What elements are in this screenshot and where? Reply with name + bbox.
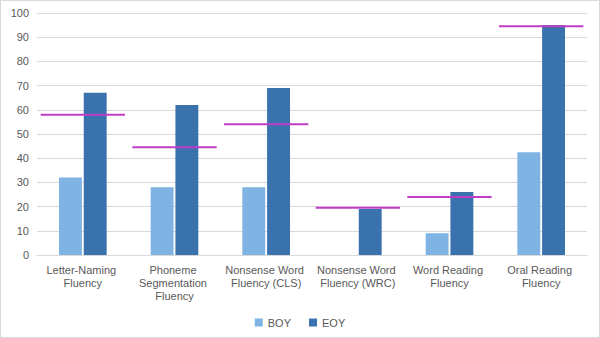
- svg-text:Nonsense Word: Nonsense Word: [225, 264, 307, 276]
- svg-text:100: 100: [11, 7, 29, 19]
- svg-text:Fluency (WRC): Fluency (WRC): [320, 277, 395, 289]
- svg-text:Fluency: Fluency: [522, 277, 561, 289]
- svg-text:20: 20: [17, 201, 29, 213]
- svg-text:30: 30: [17, 176, 29, 188]
- svg-text:40: 40: [17, 152, 29, 164]
- svg-text:Phoneme: Phoneme: [149, 264, 199, 276]
- svg-text:10: 10: [17, 225, 29, 237]
- svg-text:Fluency: Fluency: [64, 277, 103, 289]
- svg-text:Fluency: Fluency: [430, 277, 469, 289]
- svg-text:Fluency: Fluency: [155, 290, 194, 302]
- svg-text:70: 70: [17, 80, 29, 92]
- svg-text:Letter-Naming: Letter-Naming: [46, 264, 119, 276]
- svg-text:Segmentation: Segmentation: [139, 277, 210, 289]
- svg-text:90: 90: [17, 31, 29, 43]
- svg-text:50: 50: [17, 128, 29, 140]
- svg-text:BOY: BOY: [268, 317, 292, 329]
- svg-text:Oral Reading: Oral Reading: [507, 264, 575, 276]
- svg-text:EOY: EOY: [322, 317, 346, 329]
- svg-text:0: 0: [23, 249, 29, 261]
- svg-text:Nonsense Word: Nonsense Word: [317, 264, 399, 276]
- svg-text:Word Reading: Word Reading: [413, 264, 486, 276]
- svg-text:60: 60: [17, 104, 29, 116]
- svg-text:Fluency (CLS): Fluency (CLS): [231, 277, 301, 289]
- svg-text:80: 80: [17, 55, 29, 67]
